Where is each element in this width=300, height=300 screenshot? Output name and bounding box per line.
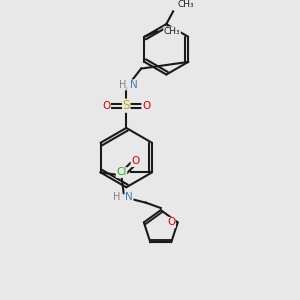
- Text: O: O: [102, 101, 110, 111]
- Text: CH₃: CH₃: [178, 0, 194, 9]
- Text: CH₃: CH₃: [164, 27, 180, 36]
- Text: Cl: Cl: [116, 167, 127, 177]
- Text: N: N: [130, 80, 138, 90]
- Text: S: S: [123, 99, 130, 112]
- Text: N: N: [125, 192, 133, 202]
- Text: O: O: [142, 101, 150, 111]
- Text: O: O: [131, 157, 140, 166]
- Text: H: H: [113, 192, 121, 202]
- Text: H: H: [119, 80, 126, 90]
- Text: O: O: [167, 218, 176, 227]
